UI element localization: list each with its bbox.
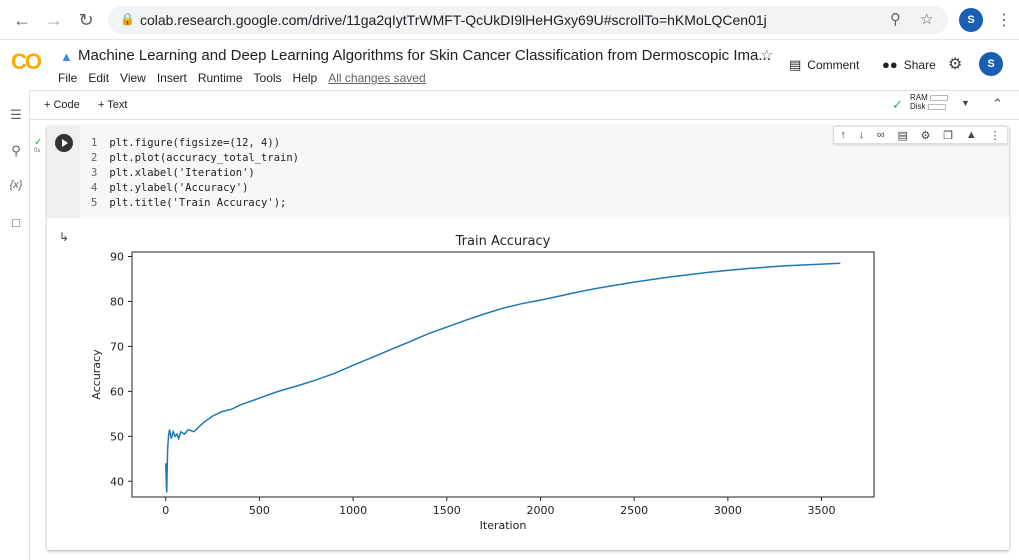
- bookmark-star-icon[interactable]: ☆: [920, 11, 934, 28]
- menu-file[interactable]: File: [58, 71, 78, 85]
- add-code-button[interactable]: + Code: [44, 99, 80, 111]
- x-tick-label: 2500: [620, 504, 648, 517]
- x-tick-label: 3500: [808, 504, 836, 517]
- run-cell-button[interactable]: [55, 134, 73, 152]
- delete-cell-icon[interactable]: ▲: [965, 129, 977, 141]
- more-options-icon[interactable]: ⋮: [989, 129, 1001, 142]
- y-tick-label: 80: [110, 295, 124, 308]
- code-cell[interactable]: 1 plt.figure(figsize=(12, 4)) 2 plt.plot…: [47, 126, 1009, 550]
- back-arrow-icon[interactable]: ←: [13, 9, 31, 30]
- menu-tools[interactable]: Tools: [253, 71, 282, 85]
- lock-icon: 🔒: [120, 12, 135, 26]
- y-tick-label: 90: [110, 250, 124, 263]
- y-tick-label: 50: [110, 430, 124, 443]
- code-line: 1 plt.figure(figsize=(12, 4)): [91, 137, 281, 149]
- series-line: [164, 262, 841, 493]
- zoom-icon[interactable]: ⚲: [890, 11, 901, 28]
- move-up-icon[interactable]: ↑: [840, 129, 846, 141]
- chart-title: Train Accuracy: [455, 234, 551, 249]
- comment-cell-icon[interactable]: ▤: [897, 129, 908, 142]
- code-line: 4 plt.ylabel('Accuracy'): [91, 182, 249, 194]
- output-toggle-icon[interactable]: ↳: [59, 230, 70, 244]
- browser-menu-icon[interactable]: ⋮: [996, 12, 1012, 29]
- y-tick-label: 40: [110, 475, 124, 488]
- browser-toolbar: ← → ↻ 🔒 colab.research.google.com/drive/…: [0, 0, 1019, 40]
- cell-toolbar: ↑ ↓ ∞ ▤ ⚙ ❐ ▲ ⋮: [833, 126, 1008, 144]
- reload-icon[interactable]: ↻: [78, 9, 94, 30]
- code-line: 3 plt.xlabel('Iteration'): [91, 167, 255, 179]
- disk-label: Disk: [910, 102, 926, 111]
- share-people-icon: ●●: [882, 57, 898, 72]
- drive-icon: ▲: [60, 49, 73, 64]
- notebook-title[interactable]: Machine Learning and Deep Learning Algor…: [78, 47, 771, 64]
- cell-settings-icon[interactable]: ⚙: [920, 129, 931, 142]
- table-of-contents-icon[interactable]: ☰: [10, 107, 22, 122]
- code-editor[interactable]: 1 plt.figure(figsize=(12, 4)) 2 plt.plot…: [47, 126, 1009, 218]
- exec-time: 0s: [34, 148, 41, 154]
- y-tick-label: 70: [110, 340, 124, 353]
- x-tick-label: 3000: [714, 504, 742, 517]
- x-tick-label: 1500: [433, 504, 461, 517]
- x-tick-label: 1000: [339, 504, 367, 517]
- ram-label: RAM: [910, 93, 928, 102]
- variables-icon[interactable]: {x}: [9, 179, 23, 191]
- resource-monitor[interactable]: RAM Disk: [910, 93, 948, 111]
- train-accuracy-chart: Train Accuracy 0 500 1000 1500 2000 2500 3000 35…: [90, 234, 875, 532]
- url-text: colab.research.google.com/drive/11ga2qIy…: [140, 12, 767, 28]
- exec-check-icon: ✓: [34, 137, 43, 148]
- share-button[interactable]: ●● Share: [882, 57, 936, 72]
- address-bar[interactable]: 🔒 colab.research.google.com/drive/11ga2q…: [108, 6, 948, 34]
- x-tick-label: 500: [249, 504, 270, 517]
- code-line: 2 plt.plot(accuracy_total_train): [91, 152, 299, 164]
- menu-insert[interactable]: Insert: [156, 71, 187, 85]
- notebook-toolbar: + Code + Text ✓ RAM Disk ▼ ⌃: [30, 90, 1019, 120]
- colab-header: CO ▲ Machine Learning and Deep Learning …: [0, 40, 1019, 90]
- add-text-button[interactable]: + Text: [98, 99, 128, 111]
- browser-profile-avatar[interactable]: S: [959, 8, 983, 32]
- link-icon[interactable]: ∞: [876, 129, 885, 141]
- search-icon[interactable]: ⚲: [11, 143, 21, 158]
- forward-arrow-icon[interactable]: →: [45, 9, 63, 30]
- plot-frame: [131, 251, 875, 498]
- comment-button[interactable]: ▤ Comment: [789, 57, 859, 73]
- star-icon[interactable]: ☆: [760, 47, 774, 64]
- move-down-icon[interactable]: ↓: [858, 129, 865, 141]
- y-axis-label: Accuracy: [90, 349, 103, 400]
- runtime-dropdown-icon[interactable]: ▼: [961, 98, 970, 108]
- mirror-cell-icon[interactable]: ❐: [943, 129, 954, 142]
- settings-gear-icon[interactable]: ⚙: [948, 56, 963, 73]
- files-folder-icon[interactable]: □: [12, 215, 20, 230]
- comment-icon: ▤: [789, 57, 802, 72]
- x-axis-label: Iteration: [480, 519, 527, 532]
- menu-view[interactable]: View: [120, 71, 146, 85]
- left-sidebar: ☰ ⚲ {x} □: [0, 90, 30, 560]
- connected-check-icon: ✓: [892, 97, 903, 112]
- account-avatar[interactable]: S: [979, 52, 1003, 76]
- x-tick-label: 0: [162, 504, 169, 517]
- share-label: Share: [903, 57, 936, 72]
- menu-bar: File Edit View Insert Runtime Tools Help…: [58, 71, 437, 85]
- code-line: 5 plt.title('Train Accuracy');: [91, 197, 287, 209]
- menu-runtime[interactable]: Runtime: [197, 71, 243, 85]
- comment-label: Comment: [807, 58, 860, 72]
- menu-help[interactable]: Help: [292, 71, 318, 85]
- collapse-chevron-icon[interactable]: ⌃: [992, 96, 1003, 111]
- run-gutter: [47, 126, 80, 218]
- x-tick-label: 2000: [526, 504, 554, 517]
- menu-edit[interactable]: Edit: [88, 71, 110, 85]
- colab-logo[interactable]: CO: [11, 49, 42, 74]
- save-status[interactable]: All changes saved: [328, 71, 426, 85]
- y-tick-label: 60: [110, 385, 124, 398]
